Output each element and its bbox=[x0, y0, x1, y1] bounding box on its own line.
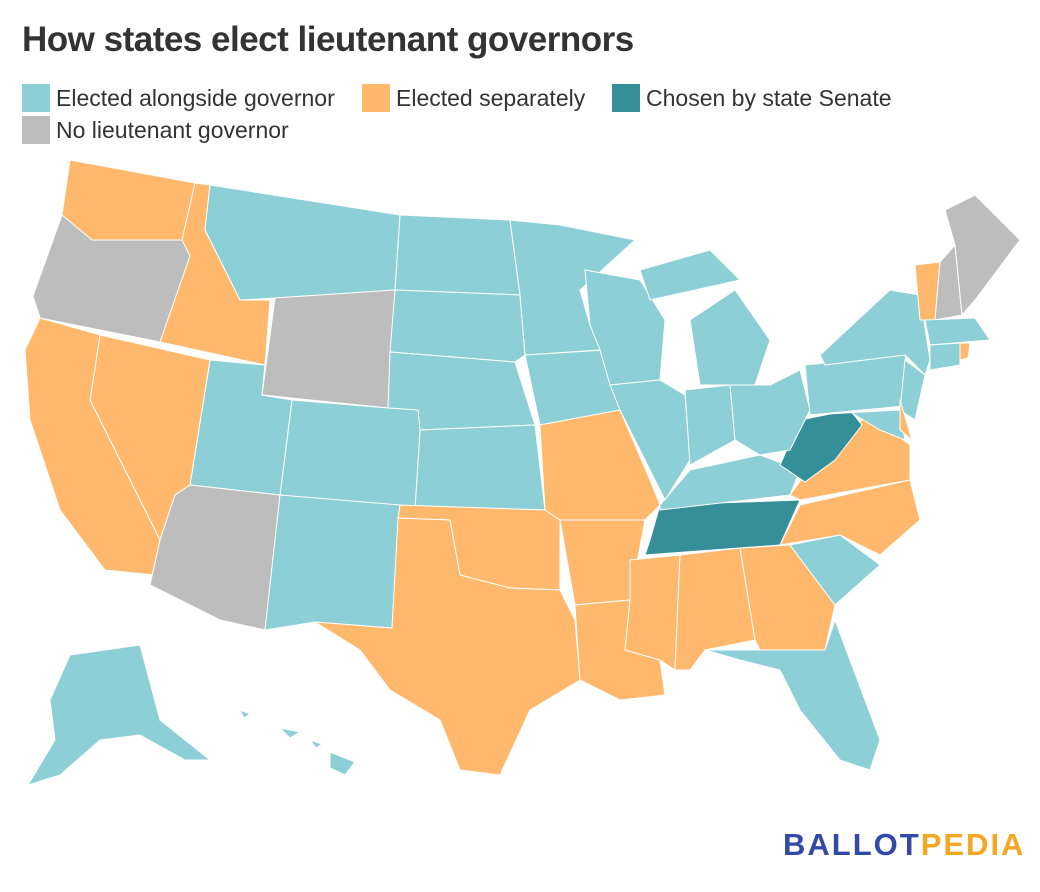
state-in[interactable] bbox=[684, 384, 736, 466]
state-ks[interactable] bbox=[414, 424, 546, 511]
state-tx[interactable] bbox=[314, 517, 581, 776]
legend-label: No lieutenant governor bbox=[56, 116, 289, 143]
state-ms[interactable] bbox=[624, 554, 681, 671]
legend-label: Elected alongside governor bbox=[56, 84, 335, 111]
legend-swatch bbox=[22, 84, 50, 112]
state-fl[interactable] bbox=[704, 619, 881, 771]
legend-swatch bbox=[612, 84, 640, 112]
state-sc[interactable] bbox=[789, 534, 881, 606]
state-oh[interactable] bbox=[729, 369, 811, 456]
state-mt[interactable] bbox=[204, 184, 401, 301]
logo-ballot: BALLOT bbox=[783, 827, 921, 862]
state-nc[interactable] bbox=[779, 479, 921, 556]
legend-swatch bbox=[362, 84, 390, 112]
state-ri[interactable] bbox=[959, 342, 971, 361]
state-wa[interactable] bbox=[61, 159, 196, 241]
state-mo[interactable] bbox=[539, 409, 661, 521]
state-me[interactable] bbox=[944, 194, 1021, 316]
state-ny[interactable] bbox=[819, 289, 931, 376]
legend-item-separate: Elected separately bbox=[362, 84, 585, 112]
state-nd[interactable] bbox=[394, 214, 521, 296]
map-title: How states elect lieutenant governors bbox=[22, 20, 634, 59]
legend-label: Elected separately bbox=[396, 84, 586, 111]
state-sd[interactable] bbox=[389, 289, 526, 363]
state-co[interactable] bbox=[279, 399, 421, 509]
state-ct[interactable] bbox=[929, 342, 961, 371]
state-ma[interactable] bbox=[924, 317, 991, 346]
state-wy[interactable] bbox=[261, 289, 396, 409]
state-hi[interactable] bbox=[239, 709, 356, 776]
state-ca[interactable] bbox=[24, 317, 161, 576]
legend-label: Chosen by state Senate bbox=[646, 84, 892, 111]
state-md[interactable] bbox=[809, 409, 906, 441]
legend-item-senate: Chosen by state Senate bbox=[612, 84, 892, 112]
legend-item-none: No lieutenant governor bbox=[22, 116, 289, 144]
state-de[interactable] bbox=[899, 399, 913, 441]
state-pa[interactable] bbox=[804, 354, 916, 416]
ballotpedia-logo: BALLOTPEDIA bbox=[783, 827, 1025, 863]
state-nj[interactable] bbox=[899, 359, 926, 421]
state-mi[interactable] bbox=[639, 249, 771, 386]
state-nm[interactable] bbox=[264, 494, 401, 631]
state-ak[interactable] bbox=[27, 644, 211, 786]
legend-swatch bbox=[22, 116, 50, 144]
logo-pedia: PEDIA bbox=[920, 827, 1026, 862]
legend-item-alongside: Elected alongside governor bbox=[22, 84, 335, 112]
state-tn[interactable] bbox=[644, 499, 801, 556]
